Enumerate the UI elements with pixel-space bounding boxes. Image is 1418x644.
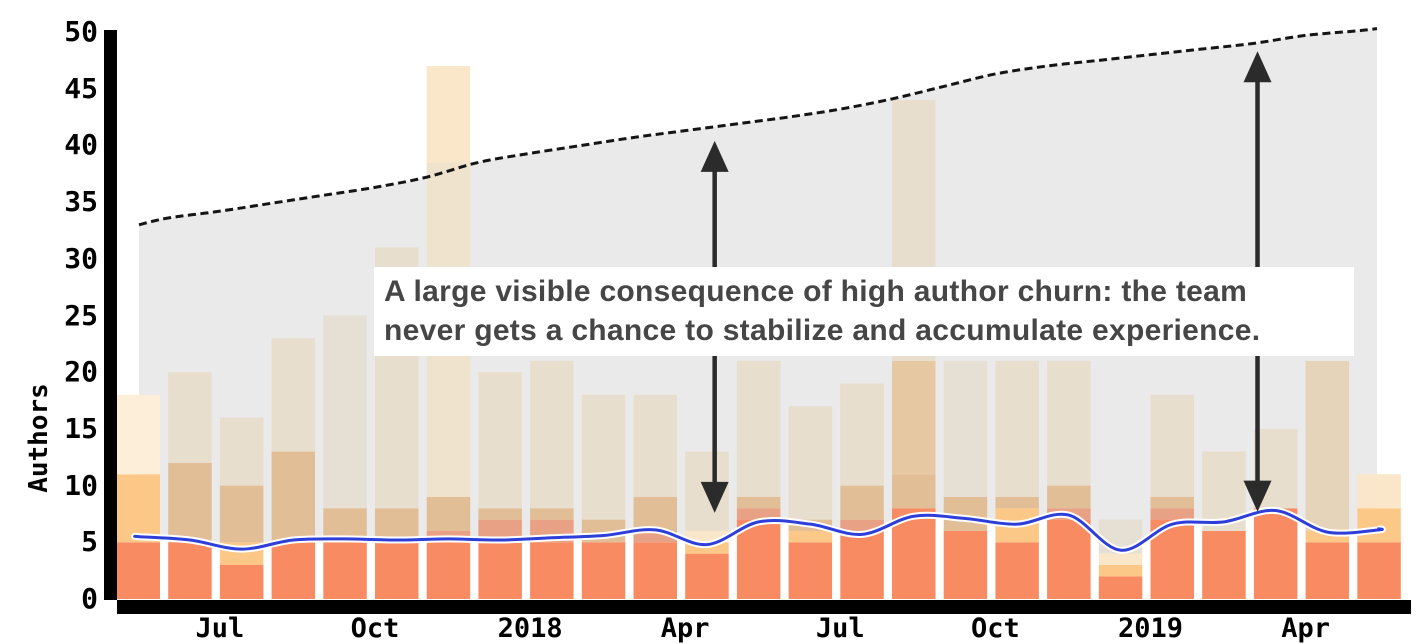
- y-tick-5: 5: [81, 525, 98, 559]
- bar-segment-2018-01-ghost: [530, 360, 574, 509]
- x-tick-Oct: Oct: [350, 613, 400, 644]
- bar-segment-2019-02-orange: [1202, 530, 1246, 599]
- y-tick-25: 25: [64, 298, 98, 332]
- bar-segment-2018-10-tan: [995, 496, 1039, 509]
- bar-segment-2018-09-orange: [943, 530, 988, 599]
- bar-segment-2018-07-tan: [840, 485, 884, 520]
- bar-segment-2019-01-ghost: [1150, 394, 1194, 497]
- bar-segment-2017-06-orange: [168, 542, 212, 599]
- bar-segment-2018-11-tan: [1047, 485, 1091, 509]
- y-tick-20: 20: [64, 355, 98, 389]
- x-tick-Apr: Apr: [660, 613, 710, 644]
- bar-segment-2018-07-ghost: [840, 383, 884, 486]
- bar-segment-2018-03-salmon: [633, 530, 677, 543]
- bar-segment-2018-08-tan: [892, 474, 936, 509]
- bar-segment-2018-02-orange: [581, 542, 626, 599]
- y-tick-30: 30: [64, 241, 98, 275]
- arrow-head-down-1: [700, 481, 729, 513]
- bar-segment-2017-06-tan: [168, 462, 212, 543]
- bar-segment-2018-10-ghost: [995, 360, 1039, 497]
- bar-segment-2018-10-orange: [995, 542, 1039, 599]
- bar-segment-2019-04-orange: [1305, 542, 1350, 599]
- bar-segment-2018-04-orange: [685, 553, 729, 599]
- bar-segment-2018-05-tan: [736, 496, 781, 509]
- y-tick-35: 35: [64, 185, 98, 219]
- annotation-line-2: never gets a chance to stabilize and acc…: [384, 314, 1261, 347]
- bar-segment-2019-05-orange: [1357, 542, 1401, 599]
- bar-segment-2018-03-ghost: [633, 394, 677, 497]
- bar-segment-2017-07-ghost: [219, 417, 264, 486]
- y-tick-10: 10: [64, 468, 98, 502]
- bar-segment-2019-01-salmon: [1150, 508, 1194, 520]
- bar-segment-2017-05-orange: [116, 542, 160, 599]
- bar-segment-2017-07-tan: [219, 485, 264, 543]
- bar-segment-2017-10-orange: [375, 542, 419, 599]
- x-tick-Jul: Jul: [815, 613, 865, 644]
- y-tick-0: 0: [81, 582, 98, 615]
- bar-segment-2018-06-orange: [788, 542, 833, 599]
- bar-segment-2018-02-ghost: [581, 394, 626, 520]
- arrow-head-down-2: [1243, 480, 1272, 512]
- bar-segment-2017-08-orange: [271, 542, 316, 599]
- bar-segment-2018-01-orange: [530, 542, 574, 599]
- x-tick-Apr: Apr: [1281, 613, 1330, 644]
- bar-segment-2018-03-orange: [633, 542, 677, 599]
- annotation-line-1: A large visible consequence of high auth…: [384, 275, 1248, 308]
- y-tick-50: 50: [64, 15, 98, 48]
- bar-segment-2017-08-tan: [271, 451, 316, 543]
- bar-segment-2018-12-orange: [1098, 576, 1143, 599]
- bar-segment-2019-05-cream: [1357, 474, 1401, 509]
- y-axis-line: [104, 30, 117, 600]
- bar-segment-2018-09-ghostgray: [943, 360, 988, 497]
- x-tick-Oct: Oct: [971, 613, 1020, 644]
- annotation-box: A large visible consequence of high auth…: [374, 267, 1354, 356]
- y-tick-15: 15: [64, 411, 98, 445]
- bar-segment-2017-09-ghostgray: [323, 315, 367, 509]
- bar-segment-2017-06-ghost: [168, 372, 212, 463]
- bar-segment-2018-06-ghost: [788, 406, 833, 520]
- bar-segment-2017-05-ltorange: [116, 474, 160, 543]
- bar-segment-2018-04-cream: [685, 530, 729, 543]
- bar-segment-2017-12-orange: [478, 542, 522, 599]
- cumulative-dashed-line: [138, 27, 1378, 227]
- bar-segment-2019-05-ltorange: [1357, 508, 1401, 543]
- x-tick-2019: 2019: [1117, 613, 1184, 644]
- bar-segment-2018-05-orange: [736, 519, 781, 599]
- bar-segment-2017-12-tan: [478, 508, 522, 520]
- bar-segment-2017-12-ghost: [478, 372, 522, 509]
- arrow-head-up-1: [700, 140, 729, 172]
- arrow-head-up-2: [1243, 51, 1272, 83]
- bar-segment-2018-07-orange: [840, 530, 884, 599]
- x-tick-2018: 2018: [497, 613, 563, 644]
- bar-segment-2017-07-orange: [219, 564, 264, 599]
- bar-segment-2018-08-talltan: [892, 360, 936, 475]
- bar-segment-2018-05-salmon: [736, 508, 781, 520]
- bar-segment-2019-04-ghosttan: [1305, 360, 1350, 531]
- bar-segment-2018-05-ghost: [736, 360, 781, 497]
- bar-segment-2017-11-orange: [426, 542, 471, 599]
- bar-segment-2017-09-orange: [323, 542, 367, 599]
- bar-segment-2019-03-orange: [1253, 508, 1298, 599]
- bar-segment-2017-05-pale: [116, 394, 160, 475]
- bar-segment-2019-04-ltorange: [1305, 530, 1350, 543]
- bar-segment-2018-06-ltorange: [788, 530, 833, 543]
- active-authors-line: [133, 508, 1384, 552]
- x-tick-Jul: Jul: [195, 613, 245, 644]
- bar-segment-2017-11-cream: [426, 66, 471, 163]
- bar-segment-2019-01-tan: [1150, 496, 1194, 509]
- bar-segment-2018-01-tan: [530, 508, 574, 520]
- x-axis-line: [117, 600, 1411, 614]
- bar-segment-2017-08-ghost: [271, 338, 316, 452]
- bar-segment-2018-07-salmon: [840, 519, 884, 531]
- bar-segment-2018-11-ghost: [1047, 360, 1091, 486]
- bar-segment-2018-12-ltorange: [1098, 564, 1143, 577]
- y-tick-45: 45: [64, 71, 98, 105]
- bar-segment-2018-03-tan: [633, 496, 677, 531]
- bar-segment-2018-11-orange: [1047, 519, 1091, 599]
- bar-segment-2018-12-cream: [1098, 553, 1143, 565]
- y-tick-40: 40: [64, 128, 98, 162]
- bar-segment-2017-11-tan: [426, 496, 471, 531]
